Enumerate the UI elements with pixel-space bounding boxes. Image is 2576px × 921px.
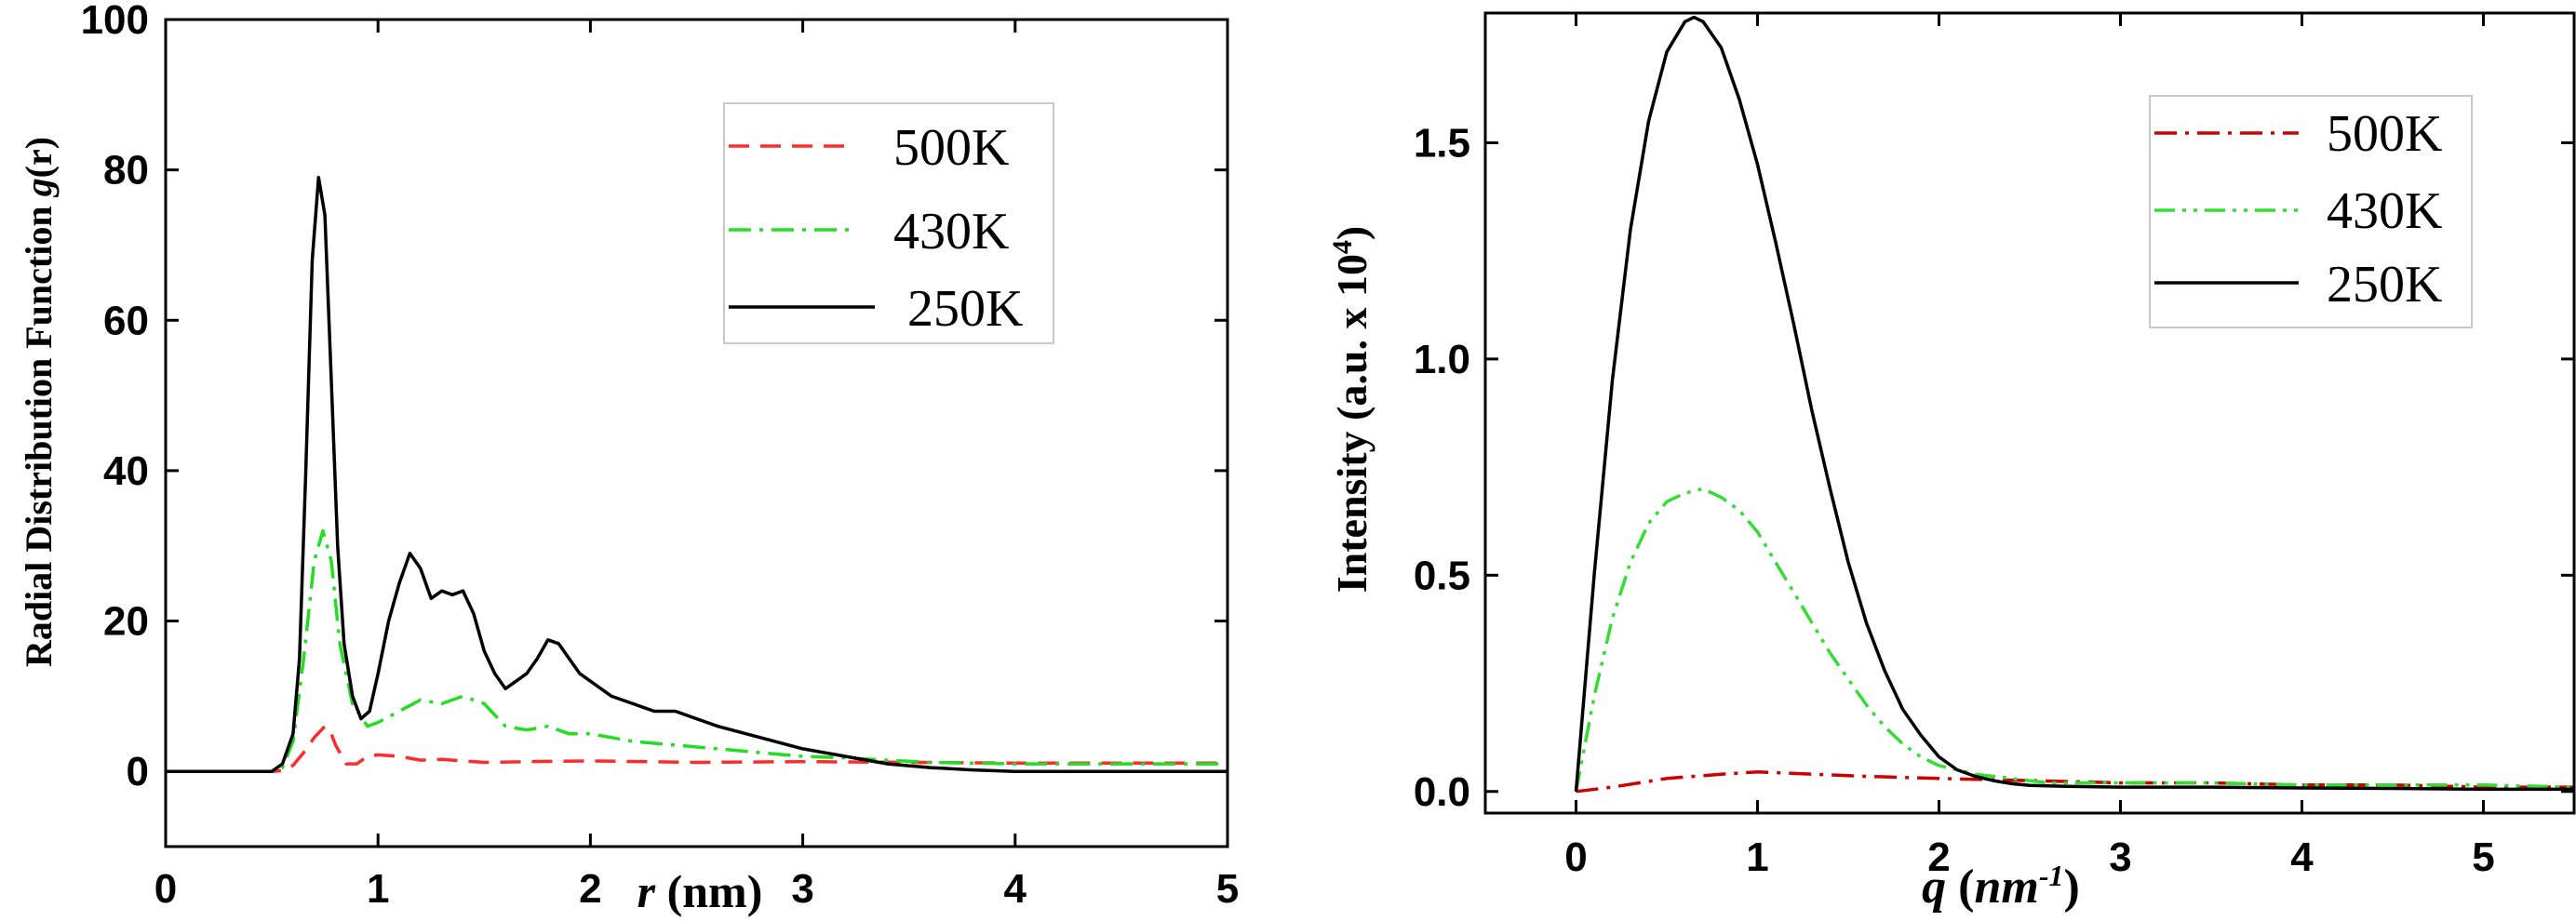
intensity-series-500k-line — [1576, 770, 2574, 794]
rdf-x-tick-label: 2 — [579, 866, 601, 912]
rdf-y-tick-label: 0 — [127, 749, 149, 794]
intensity-x-tick-label: 5 — [2472, 834, 2494, 880]
rdf-legend-label-250k: 250K — [907, 280, 1023, 338]
rdf-x-axis-title: r (nm) — [637, 865, 763, 917]
intensity-x-tick-label: 2 — [1927, 834, 1950, 880]
rdf-x-tick-label: 0 — [154, 866, 177, 912]
rdf-x-axis: 0 1 2 3 4 5 — [154, 20, 1239, 912]
rdf-y-tick-label: 40 — [103, 448, 149, 494]
rdf-x-tick-label: 1 — [367, 866, 389, 912]
rdf-x-axis-title-var: r — [637, 865, 656, 917]
rdf-legend-label-430k: 430K — [893, 203, 1009, 260]
rdf-x-tick-label: 3 — [791, 866, 813, 912]
rdf-legend: 500K 430K 250K — [723, 102, 1054, 344]
intensity-series-250k-line — [1574, 15, 2574, 792]
intensity-y-tick-label: 1.5 — [1414, 120, 1470, 166]
intensity-x-axis: 0 1 2 3 4 5 — [1564, 13, 2495, 880]
rdf-x-axis-title-unit: (nm) — [655, 865, 762, 917]
rdf-legend-label-500k: 500K — [893, 119, 1009, 177]
intensity-y-tick-label: 1.0 — [1414, 337, 1470, 382]
rdf-y-tick-label: 80 — [103, 148, 149, 194]
rdf-chart: 0 1 2 3 4 5 0 20 40 60 80 100 r (nm) Radial Distri… — [18, 0, 1239, 917]
rdf-y-tick-label: 100 — [81, 0, 149, 43]
intensity-x-tick-label: 1 — [1746, 834, 1768, 880]
intensity-y-axis-title-exp: 4 — [1327, 240, 1358, 254]
intensity-x-tick-label: 3 — [2109, 834, 2131, 880]
intensity-chart: 0 1 2 3 4 5 0.0 0.5 1.0 1.5 q (nm-1) Intensity (… — [1327, 11, 2576, 914]
rdf-x-tick-label: 4 — [1004, 866, 1027, 912]
intensity-y-axis: 0.0 0.5 1.0 1.5 — [1414, 120, 2574, 815]
intensity-plot-frame — [1483, 11, 2576, 815]
intensity-y-tick-label: 0.0 — [1414, 769, 1470, 815]
intensity-x-axis-title-exp: -1 — [2039, 859, 2064, 892]
rdf-y-axis: 0 20 40 60 80 100 — [81, 0, 1228, 794]
rdf-y-tick-label: 60 — [103, 298, 149, 343]
intensity-x-tick-label: 0 — [1564, 834, 1587, 880]
intensity-y-axis-title-main: Intensity (a.u. x 10 — [1328, 254, 1375, 593]
intensity-x-axis-title: q (nm-1) — [1922, 859, 2080, 914]
rdf-series-500k-line — [166, 724, 1228, 773]
intensity-x-axis-title-var: q — [1922, 861, 1946, 914]
intensity-x-axis-title-unit: nm — [1974, 861, 2038, 914]
rdf-plot-frame — [164, 18, 1229, 848]
intensity-legend: 500K 430K 250K — [2149, 95, 2473, 328]
rdf-y-tick-label: 20 — [103, 599, 149, 645]
intensity-series-group — [1574, 15, 2575, 794]
intensity-y-tick-label: 0.5 — [1414, 553, 1470, 598]
intensity-x-tick-label: 4 — [2290, 834, 2314, 880]
rdf-y-axis-title: Radial Distribution Function g(r) — [18, 137, 60, 667]
intensity-legend-label-500k: 500K — [2327, 105, 2442, 163]
rdf-series-430k-line — [166, 528, 1228, 773]
rdf-y-axis-title-var: g — [18, 178, 60, 197]
rdf-series-250k-line — [166, 175, 1228, 773]
intensity-x-axis-title-paren-open: ( — [1946, 861, 1974, 914]
intensity-y-axis-title-close: ) — [1328, 226, 1375, 240]
intensity-y-axis-title: Intensity (a.u. x 104) — [1327, 226, 1376, 594]
intensity-x-axis-title-paren-close: ) — [2064, 861, 2080, 914]
rdf-series-group — [166, 175, 1228, 773]
intensity-legend-label-430k: 430K — [2327, 182, 2442, 240]
intensity-series-430k-line — [1574, 487, 2575, 793]
rdf-y-axis-title-main: Radial Distribution Function — [18, 196, 60, 667]
rdf-legend-box — [723, 102, 1054, 344]
intensity-legend-label-250k: 250K — [2327, 256, 2442, 314]
rdf-x-tick-label: 5 — [1216, 866, 1239, 912]
rdf-y-axis-title-suffix: (r) — [18, 137, 60, 178]
